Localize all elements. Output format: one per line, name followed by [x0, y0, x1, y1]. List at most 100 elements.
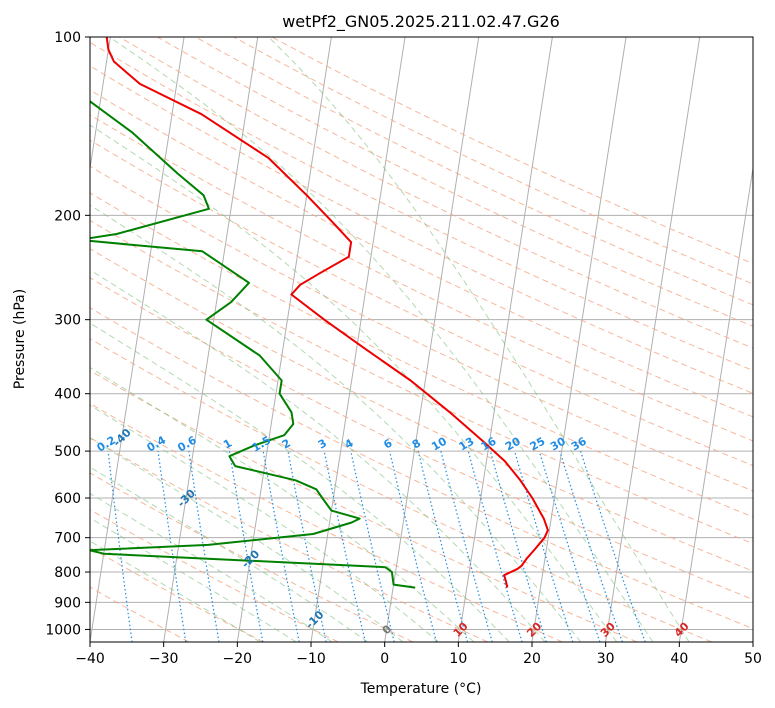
x-tick-label: 40	[670, 651, 688, 667]
moist-adiabat	[90, 540, 261, 642]
dry-adiabat	[90, 139, 753, 467]
isotherm-line	[310, 37, 406, 642]
dry-adiabat	[271, 37, 753, 265]
mixing-ratio-label: 6	[381, 436, 394, 451]
mixing-ratio-line	[323, 450, 366, 642]
dry-adiabat	[119, 37, 753, 349]
mixing-ratio-line	[489, 450, 547, 642]
x-axis: −40 −30 −20 −10 0 10 20 30 40 50	[75, 642, 762, 667]
dry-adiabat	[90, 192, 753, 518]
isotherm-line	[678, 164, 753, 642]
dry-adiabat	[90, 114, 753, 442]
mixing-ratio-line	[287, 450, 327, 642]
mixing-ratio-line	[188, 451, 220, 642]
mixing-ratio-line	[389, 450, 437, 642]
mixing-ratio-line	[228, 451, 264, 642]
dry-adiabat	[90, 41, 753, 372]
isotherm-line	[605, 37, 701, 642]
chart-title: wetPf2_GN05.2025.211.02.47.G26	[282, 12, 560, 32]
moist-adiabat	[90, 269, 546, 642]
y-tick-label: 1000	[45, 622, 81, 638]
y-tick-label: 900	[54, 595, 81, 611]
isotherm-line	[163, 37, 259, 642]
x-tick-label: −10	[296, 651, 326, 667]
background-lines	[90, 37, 753, 642]
mixing-ratio-line	[514, 450, 574, 642]
dry-adiabat	[90, 338, 712, 642]
temperature-line	[105, 37, 549, 588]
isotherm-label: 10	[451, 620, 471, 640]
mixing-ratio-line	[467, 450, 523, 642]
profile-series	[90, 37, 549, 589]
x-tick-label: 10	[449, 651, 467, 667]
y-tick-label: 300	[54, 313, 81, 329]
mixing-ratio-label: 4	[343, 436, 356, 451]
dry-adiabat	[90, 369, 638, 642]
dry-adiabat	[195, 37, 753, 306]
y-tick-label: 200	[54, 208, 81, 224]
moist-adiabat	[90, 204, 582, 642]
y-tick-label: 600	[54, 491, 81, 507]
mixing-ratio-line	[538, 450, 601, 642]
mixing-ratio-line	[580, 450, 646, 642]
dry-adiabat	[90, 307, 753, 630]
dry-adiabat	[90, 402, 563, 642]
y-tick-label: 100	[54, 30, 81, 46]
mixing-ratio-line	[157, 451, 187, 642]
isotherm-label: -20	[239, 547, 262, 570]
dry-adiabat	[233, 37, 753, 285]
dry-adiabat	[90, 509, 339, 642]
dewpoint-line	[90, 100, 416, 589]
mixing-ratio-label: 8	[410, 437, 423, 452]
moist-adiabat	[90, 124, 618, 642]
moist-adiabat	[90, 492, 333, 642]
mixing-ratio-label: 3	[316, 437, 329, 452]
mixing-ratio-line	[350, 450, 395, 642]
x-tick-label: −30	[149, 651, 179, 667]
mixing-ratio-line	[107, 451, 133, 642]
dry-adiabat	[90, 89, 753, 418]
moist-adiabat	[268, 37, 690, 642]
y-tick-label: 700	[54, 531, 81, 547]
mixing-ratio-line	[262, 450, 300, 642]
mixing-ratio-line	[417, 450, 469, 642]
isotherm-line	[384, 37, 480, 642]
y-axis-title: Pressure (hPa)	[12, 289, 28, 389]
x-tick-label: −40	[75, 651, 105, 667]
y-tick-label: 400	[54, 387, 81, 403]
x-tick-label: −20	[223, 651, 253, 667]
isotherm-label: 20	[524, 620, 544, 640]
mixing-ratio-label: 1	[221, 437, 234, 452]
isotherm-line	[531, 37, 627, 642]
isotherm-line	[90, 37, 185, 642]
dry-adiabat	[90, 65, 753, 394]
mixing-ratio-line	[440, 450, 493, 642]
moist-adiabat	[90, 517, 297, 642]
moist-adiabat	[90, 437, 404, 642]
mixing-ratio-line	[559, 450, 623, 642]
y-tick-label: 800	[54, 565, 81, 581]
isotherm-line	[752, 638, 753, 642]
dry-adiabat	[90, 277, 753, 601]
x-axis-title: Temperature (°C)	[360, 681, 482, 697]
x-tick-label: 30	[597, 651, 615, 667]
moist-adiabat	[90, 404, 439, 642]
x-tick-label: 0	[380, 651, 389, 667]
moist-adiabat	[90, 466, 368, 642]
line-labels: 0.2 0.4 0.6 1 1.5 2 3 4 6 8 10 13 16 20 25 30 36-40-30-2…	[95, 426, 692, 640]
plot-frame	[89, 36, 754, 643]
x-tick-label: 20	[523, 651, 541, 667]
dry-adiabat	[90, 547, 264, 642]
dry-adiabat	[90, 165, 753, 492]
dry-adiabat	[90, 248, 753, 572]
isotherm-line	[90, 37, 111, 172]
moist-adiabat	[109, 37, 654, 642]
dry-adiabat	[90, 219, 753, 545]
moist-adiabat	[90, 322, 510, 642]
isotherm-label: -30	[175, 487, 198, 510]
x-tick-label: 50	[744, 651, 762, 667]
isotherm-label: 40	[672, 620, 692, 640]
y-axis: 100 200 300 400 500 600 700 800 900 1000	[45, 30, 90, 638]
y-tick-label: 500	[54, 444, 81, 460]
